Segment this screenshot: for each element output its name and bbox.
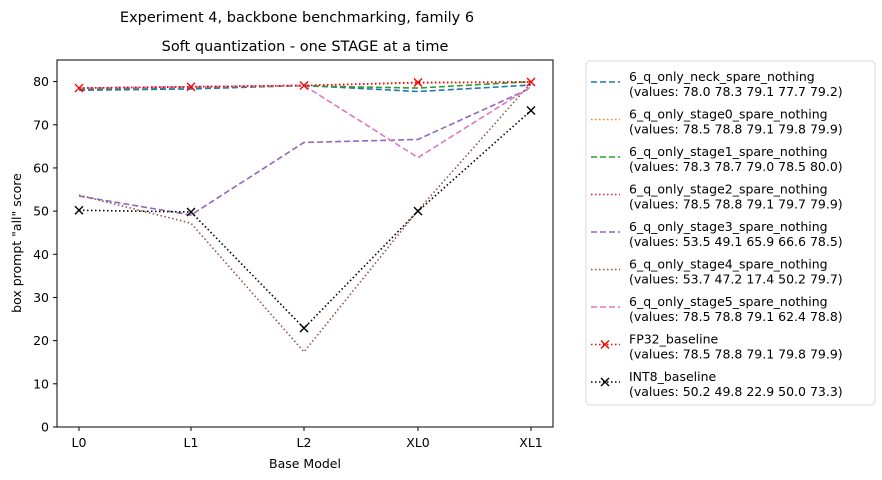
y-tick-label: 80 <box>33 74 49 89</box>
marker-stroke <box>74 83 84 93</box>
y-axis-label: box prompt "all" score <box>9 173 24 313</box>
legend-label: 6_q_only_stage2_spare_nothing <box>629 182 828 197</box>
y-axis: 0 10 20 30 40 50 60 70 80 <box>33 74 57 435</box>
marker-stroke <box>413 77 423 87</box>
marker-stroke <box>526 106 536 116</box>
y-tick-label: 20 <box>33 333 49 348</box>
legend-marker <box>600 340 610 349</box>
y-tick-label: 60 <box>33 160 49 175</box>
x-axis-label: Base Model <box>269 456 341 471</box>
marker-stroke <box>186 207 196 217</box>
series-line-6_q_only_stage4_spare_nothing <box>78 82 532 354</box>
legend-items: 6_q_only_neck_spare_nothing(values: 78.0… <box>591 69 843 399</box>
series-line-6_q_only_stage3_spare_nothing <box>78 87 532 216</box>
y-tick-label: 30 <box>33 290 49 305</box>
data-point-FP32_baseline <box>413 77 423 87</box>
y-tick-label: 10 <box>33 376 49 391</box>
marker-stroke <box>299 80 309 90</box>
legend-values: (values: 78.3 78.7 79.0 78.5 80.0) <box>629 159 843 174</box>
marker-stroke <box>186 82 196 92</box>
x-tick-label: XL0 <box>406 435 430 450</box>
data-point-INT8_baseline <box>526 106 536 116</box>
legend-values: (values: 78.5 78.8 79.1 79.7 79.9) <box>629 197 843 212</box>
legend-values: (values: 53.5 49.1 65.9 66.6 78.5) <box>629 234 843 249</box>
y-tick-label: 50 <box>33 204 49 219</box>
legend-values: (values: 78.5 78.8 79.1 62.4 78.8) <box>629 309 843 324</box>
legend-label: FP32_baseline <box>629 332 719 347</box>
legend-values: (values: 78.5 78.8 79.1 79.8 79.9) <box>629 122 843 137</box>
legend-marker <box>600 377 610 387</box>
chart-title: Soft quantization - one STAGE at a time <box>162 39 449 55</box>
data-point-INT8_baseline <box>186 207 196 217</box>
marker-stroke <box>74 205 84 215</box>
marker-stroke <box>413 206 423 216</box>
x-axis: L0 L1 L2 XL0 XL1 <box>72 427 543 450</box>
data-point-FP32_baseline <box>186 82 196 92</box>
legend-label: 6_q_only_stage3_spare_nothing <box>629 219 828 234</box>
data-point-FP32_baseline <box>299 80 309 90</box>
data-point-INT8_baseline <box>74 205 84 215</box>
legend-label: INT8_baseline <box>629 369 717 384</box>
legend-label: 6_q_only_stage1_spare_nothing <box>629 144 828 159</box>
data-point-INT8_baseline <box>413 206 423 216</box>
x-tick-label: L2 <box>297 435 312 450</box>
x-tick-label: L0 <box>72 435 87 450</box>
legend-label: 6_q_only_stage0_spare_nothing <box>629 107 828 122</box>
data-point-FP32_baseline <box>74 83 84 93</box>
legend-values: (values: 50.2 49.8 22.9 50.0 73.3) <box>629 384 843 399</box>
x-tick-label: L1 <box>184 435 199 450</box>
chart-suptitle: Experiment 4, backbone benchmarking, fam… <box>120 10 474 26</box>
series-layer <box>74 77 536 354</box>
y-tick-label: 70 <box>33 117 49 132</box>
marker-stroke <box>299 323 309 333</box>
legend-label: 6_q_only_stage5_spare_nothing <box>629 294 828 309</box>
legend-values: (values: 53.7 47.2 17.4 50.2 79.7) <box>629 272 843 287</box>
legend-values: (values: 78.5 78.8 79.1 79.8 79.9) <box>629 347 843 362</box>
data-point-FP32_baseline <box>526 77 536 87</box>
marker-stroke <box>600 340 610 349</box>
marker-stroke <box>600 377 610 387</box>
y-tick-label: 0 <box>41 420 49 435</box>
legend: 6_q_only_neck_spare_nothing(values: 78.0… <box>585 60 876 406</box>
plot-area-frame <box>56 59 554 428</box>
legend-label: 6_q_only_stage4_spare_nothing <box>629 257 828 272</box>
legend-values: (values: 78.0 78.3 79.1 77.7 79.2) <box>629 84 843 99</box>
x-tick-label: XL1 <box>519 435 542 450</box>
y-tick-label: 40 <box>33 247 49 262</box>
marker-stroke <box>526 77 536 87</box>
legend-frame <box>585 60 876 406</box>
legend-label: 6_q_only_neck_spare_nothing <box>629 69 815 84</box>
data-point-INT8_baseline <box>299 323 309 333</box>
